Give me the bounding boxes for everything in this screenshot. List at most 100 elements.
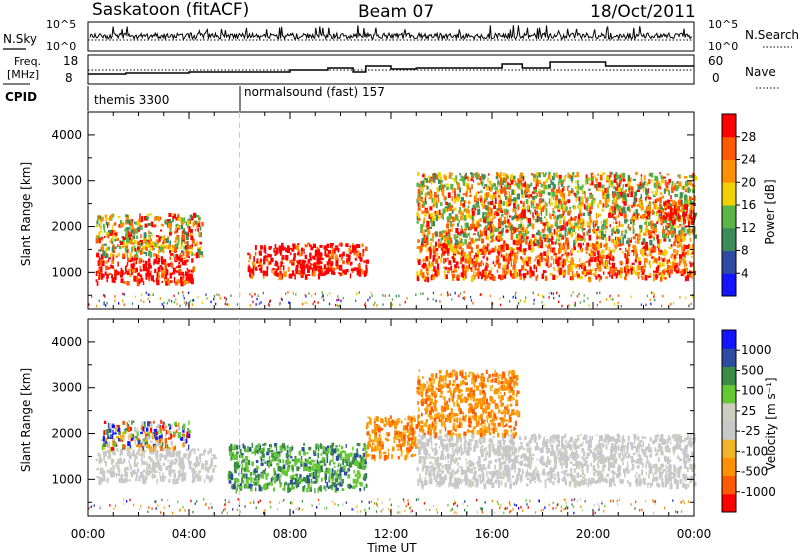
heatmap-cell: [586, 251, 588, 254]
heatmap-cell: [171, 441, 173, 446]
heatmap-cell: [599, 189, 601, 192]
heatmap-cell: [599, 292, 600, 295]
heatmap-cell: [443, 195, 445, 200]
heatmap-cell: [641, 304, 642, 307]
heatmap-cell: [685, 183, 687, 186]
heatmap-cell: [665, 250, 668, 254]
heatmap-cell: [511, 235, 514, 240]
heatmap-cell: [685, 297, 686, 300]
heatmap-cell: [546, 211, 548, 216]
heatmap-cell: [188, 420, 189, 425]
heatmap-cell: [104, 244, 107, 247]
heatmap-cell: [639, 237, 641, 240]
heatmap-cell: [646, 216, 648, 219]
heatmap-cell: [524, 260, 525, 266]
heatmap-cell: [98, 452, 99, 456]
heatmap-cell: [622, 193, 625, 198]
heatmap-cell: [553, 173, 555, 178]
heatmap-cell: [430, 227, 433, 229]
heatmap-cell: [593, 222, 595, 227]
heatmap-cell: [435, 231, 438, 237]
heatmap-cell: [482, 180, 484, 186]
heatmap-cell: [337, 448, 340, 451]
heatmap-cell: [115, 426, 118, 429]
heatmap-cell: [314, 301, 315, 304]
heatmap-cell: [574, 247, 577, 251]
heatmap-cell: [193, 299, 194, 302]
heatmap-cell: [481, 238, 484, 243]
heatmap-cell: [643, 188, 644, 191]
heatmap-cell: [177, 451, 180, 456]
heatmap-cell: [249, 266, 250, 272]
heatmap-cell: [513, 176, 515, 180]
heatmap-cell: [114, 230, 116, 233]
heatmap-cell: [598, 265, 601, 270]
heatmap-cell: [662, 258, 664, 262]
heatmap-cell: [606, 255, 608, 259]
heatmap-cell: [520, 224, 522, 227]
heatmap-cell: [136, 276, 139, 281]
heatmap-cell: [439, 185, 441, 191]
heatmap-cell: [553, 292, 554, 295]
heatmap-cell: [125, 430, 127, 434]
heatmap-cell: [99, 477, 102, 480]
heatmap-cell: [123, 458, 125, 462]
heatmap-cell: [436, 203, 438, 209]
heatmap-cell: [111, 447, 114, 451]
heatmap-cell: [140, 432, 143, 434]
heatmap-cell: [137, 429, 138, 433]
heatmap-cell: [498, 228, 499, 231]
heatmap-cell: [423, 201, 425, 206]
heatmap-cell: [502, 268, 503, 274]
heatmap-cell: [140, 427, 141, 430]
heatmap-cell: [523, 203, 525, 208]
heatmap-cell: [301, 251, 302, 256]
heatmap-cell: [549, 228, 552, 233]
heatmap-cell: [418, 218, 420, 221]
heatmap-cell: [656, 221, 658, 224]
heatmap-cell: [146, 292, 147, 295]
heatmap-cell: [389, 294, 390, 297]
heatmap-cell: [485, 247, 487, 249]
nave-tick-bottom: 0: [712, 71, 720, 85]
heatmap-cell: [364, 304, 365, 307]
heatmap-cell: [134, 427, 136, 433]
heatmap-cell: [444, 274, 445, 280]
heatmap-cell: [583, 300, 584, 303]
heatmap-cell: [203, 450, 206, 453]
heatmap-cell: [154, 225, 156, 228]
heatmap-cell: [486, 257, 488, 260]
heatmap-cell: [462, 203, 465, 206]
heatmap-cell: [149, 301, 150, 304]
heatmap-cell: [564, 272, 566, 276]
heatmap-cell: [637, 235, 638, 241]
heatmap-cell: [458, 220, 460, 224]
heatmap-cell: [534, 259, 535, 261]
heatmap-cell: [362, 269, 364, 274]
heatmap-cell: [483, 187, 485, 189]
heatmap-cell: [318, 257, 320, 261]
heatmap-cell: [112, 247, 114, 253]
heatmap-cell: [120, 242, 123, 245]
heatmap-cell: [99, 238, 101, 243]
heatmap-cell: [681, 200, 682, 204]
heatmap-cell: [580, 276, 583, 280]
heatmap-cell: [614, 179, 617, 183]
heatmap-cell: [202, 463, 204, 468]
heatmap-cell: [97, 281, 99, 286]
heatmap-cell: [472, 174, 474, 176]
heatmap-cell: [635, 172, 638, 175]
heatmap-cell: [218, 294, 219, 297]
heatmap-cell: [674, 205, 676, 209]
heatmap-cell: [432, 216, 435, 221]
heatmap-cell: [567, 232, 568, 236]
heatmap-cell: [685, 245, 688, 249]
heatmap-cell: [551, 247, 552, 253]
heatmap-cell: [455, 228, 458, 233]
heatmap-cell: [174, 301, 175, 304]
heatmap-cell: [633, 228, 635, 234]
heatmap-cell: [508, 256, 510, 261]
heatmap-cell: [490, 195, 493, 200]
